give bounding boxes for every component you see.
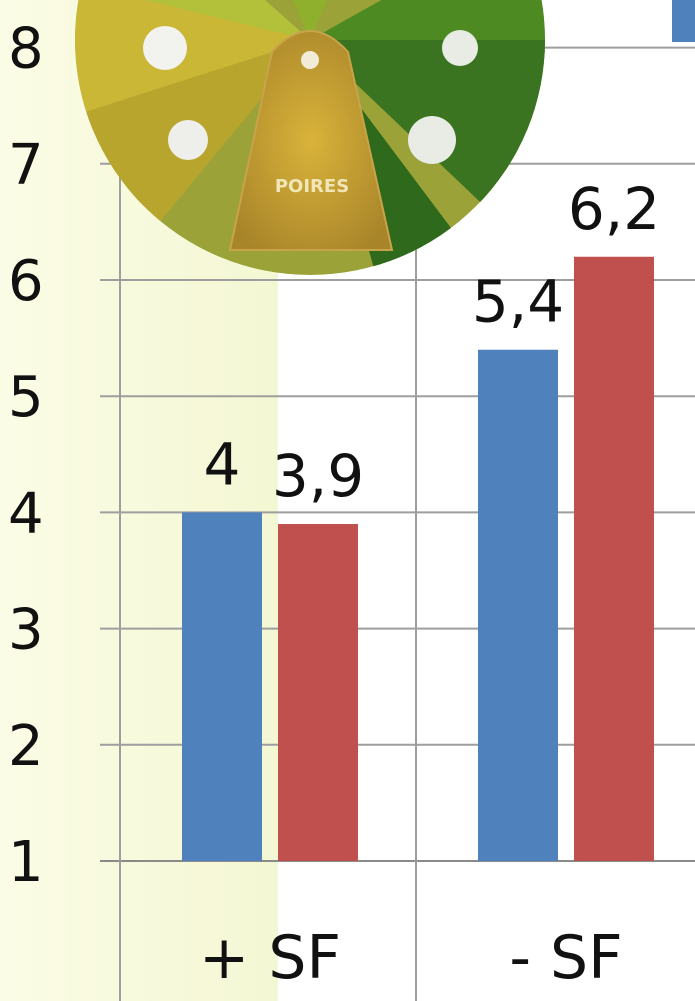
bar — [278, 524, 358, 861]
y-axis-ticks: 1 2 3 4 5 6 7 8 — [8, 17, 44, 895]
bars — [182, 256, 654, 861]
data-label: 4 — [204, 430, 241, 498]
y-tick-label: 3 — [8, 598, 44, 663]
data-label: 3,9 — [272, 442, 364, 510]
y-tick-label: 8 — [8, 17, 44, 82]
y-tick-label: 5 — [8, 365, 44, 430]
y-tick-label: 6 — [8, 249, 44, 314]
category-label: - SF — [509, 923, 622, 993]
y-tick-label: 2 — [8, 714, 44, 779]
x-axis-categories: + SF - SF — [199, 923, 623, 993]
data-label: 5,4 — [472, 268, 564, 336]
y-tick-label: 1 — [8, 830, 44, 895]
y-tick-label: 4 — [8, 481, 44, 546]
photo-caption: POIRES — [275, 176, 349, 197]
bar — [182, 512, 262, 861]
data-labels: 4 3,9 5,46,2 — [204, 175, 661, 510]
bar — [574, 256, 654, 861]
category-label: + SF — [199, 923, 341, 993]
legend-swatch — [672, 0, 695, 42]
bar — [478, 349, 558, 861]
y-tick-label: 7 — [8, 133, 44, 198]
data-label: 6,2 — [568, 175, 660, 243]
